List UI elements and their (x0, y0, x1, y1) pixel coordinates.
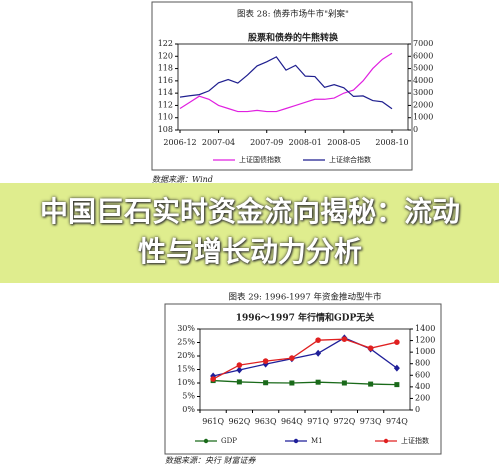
y-tick-label: 120 (158, 51, 173, 60)
y-tick-label: 114 (158, 88, 173, 97)
y-tick-label: 25% (177, 338, 195, 347)
y2-tick-label: 3000 (413, 88, 433, 97)
y2-tick-label: 0 (415, 405, 420, 414)
y-tick-label: 110 (158, 113, 173, 122)
y2-tick-label: 0 (413, 125, 418, 134)
x-tick-label: 964Q (281, 417, 303, 426)
marker (236, 379, 242, 385)
plot-area (177, 43, 409, 131)
chart-frame (151, 1, 413, 171)
marker (341, 380, 347, 386)
marker (341, 336, 348, 342)
marker (236, 366, 243, 374)
x-tick-label: 2008-10 (375, 138, 408, 147)
y2-tick-label: 1000 (413, 113, 433, 122)
source: 数据来源：央行 财富证券 (165, 456, 257, 465)
y2-tick-label: 1200 (415, 336, 435, 345)
legend-label: GDP (221, 437, 237, 445)
marker (315, 349, 322, 357)
legend-label: 上证综合指数 (329, 155, 371, 164)
y2-tick-label: 1400 (415, 324, 435, 333)
marker (315, 337, 321, 343)
banner-title: 中国巨石实时资金流向揭秘：流动性与增长动力分析 (39, 195, 460, 268)
x-tick-label: 963Q (255, 417, 277, 426)
chart-caption: 图表 29: 1996-1997 年资金推动型牛市 (229, 292, 382, 303)
y-tick-label: 0% (182, 405, 195, 414)
y-tick-label: 10% (177, 378, 195, 387)
y-tick-label: 20% (177, 351, 195, 360)
marker (394, 382, 400, 388)
marker (393, 364, 400, 372)
marker (262, 358, 269, 364)
banner (0, 183, 499, 283)
x-tick-label: 973Q (360, 417, 382, 426)
y-tick-label: 118 (158, 64, 173, 73)
chart-title: 1996～1997 年行情和GDP无关 (236, 312, 375, 324)
x-tick-label: 972Q (333, 417, 355, 426)
marker (263, 380, 269, 386)
y2-tick-label: 600 (415, 370, 430, 379)
marker (367, 345, 374, 351)
x-tick-label: 2006-12 (163, 138, 196, 147)
x-tick-label: 2007-04 (202, 138, 235, 147)
chart-frame (164, 303, 442, 455)
chart-title: 股票和债券的牛熊转换 (248, 32, 339, 44)
y2-tick-label: 800 (415, 359, 430, 368)
marker (210, 376, 216, 382)
x-tick-label: 974Q (386, 417, 408, 426)
y-tick-label: 122 (158, 39, 173, 48)
y2-tick-label: 6000 (413, 51, 433, 60)
legend-label: 上证国债指数 (239, 155, 281, 164)
marker (368, 381, 374, 387)
legend-marker (383, 438, 389, 444)
y-tick-label: 112 (158, 100, 173, 109)
legend-label: M1 (311, 437, 323, 445)
y2-tick-label: 5000 (413, 64, 433, 73)
y2-tick-label: 400 (415, 382, 430, 391)
y-tick-label: 15% (177, 365, 195, 374)
x-tick-label: 971Q (307, 417, 329, 426)
series-line (179, 56, 393, 110)
y2-tick-label: 200 (415, 393, 430, 402)
marker (394, 339, 400, 345)
marker (236, 362, 243, 368)
series-line (179, 52, 393, 113)
x-tick-label: 961Q (202, 417, 224, 426)
series-line (212, 338, 398, 380)
x-tick-label: 2008-01 (289, 138, 322, 147)
x-tick-label: 2008-05 (327, 138, 360, 147)
y2-tick-label: 4000 (413, 76, 433, 85)
marker (289, 380, 295, 386)
y-tick-label: 116 (158, 76, 173, 85)
x-tick-label: 962Q (228, 417, 250, 426)
y2-tick-label: 7000 (413, 39, 433, 48)
source: 数据来源：Wind (152, 175, 213, 184)
legend-marker (203, 438, 209, 444)
y2-tick-label: 2000 (413, 100, 433, 109)
series-line (213, 379, 397, 386)
legend-label: 上证指数 (401, 436, 429, 445)
x-tick-label: 2007-09 (250, 138, 283, 147)
y-tick-label: 108 (158, 125, 173, 134)
chart-caption: 图表 28: 债券市场牛市"剁案" (237, 9, 349, 20)
legend-marker (293, 438, 299, 444)
y-tick-label: 5% (182, 392, 195, 401)
marker (289, 355, 295, 361)
y2-tick-label: 1000 (415, 347, 435, 356)
marker (315, 379, 321, 385)
y-tick-label: 30% (177, 324, 195, 333)
